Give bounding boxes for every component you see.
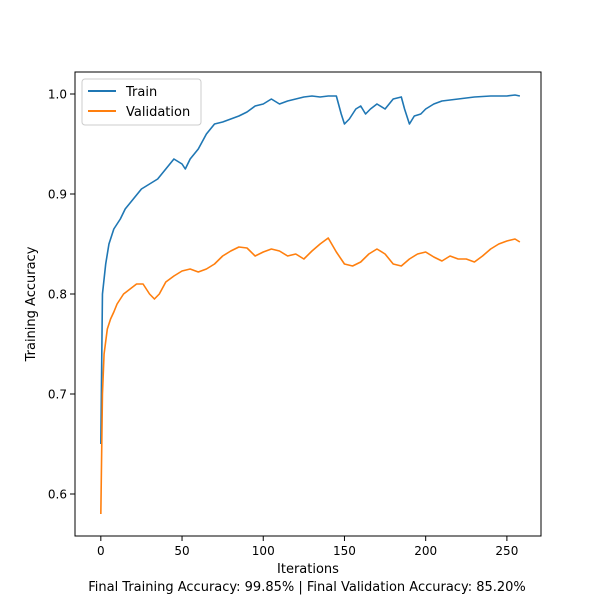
x-tick-label: 100	[252, 544, 275, 558]
y-tick-label: 0.8	[48, 288, 67, 302]
x-tick-label: 50	[174, 544, 189, 558]
legend-label-train: Train	[125, 85, 157, 100]
series-line-train	[100, 94, 521, 445]
y-tick-label: 0.9	[48, 188, 67, 202]
legend-label-validation: Validation	[126, 105, 190, 120]
x-axis-ticks: 0 50 100 150 200 250	[97, 536, 518, 558]
y-axis-label: Training Accuracy	[24, 246, 39, 362]
x-tick-label: 200	[414, 544, 437, 558]
series-lines	[100, 94, 521, 515]
x-axis-label: Iterations	[277, 562, 339, 577]
legend: Train Validation	[81, 78, 202, 126]
y-axis-ticks: 0.6 0.7 0.8 0.9 1.0	[48, 88, 75, 502]
x-tick-label: 0	[97, 544, 105, 558]
x-tick-label: 150	[333, 544, 356, 558]
y-tick-label: 1.0	[48, 88, 67, 102]
plot-frame	[74, 71, 542, 537]
caption-text: Final Training Accuracy: 99.85% | Final …	[88, 580, 526, 595]
x-tick-label: 250	[495, 544, 518, 558]
series-line-validation	[100, 237, 521, 515]
y-tick-label: 0.6	[48, 488, 67, 502]
plot-area	[75, 72, 541, 536]
y-tick-label: 0.7	[48, 388, 67, 402]
